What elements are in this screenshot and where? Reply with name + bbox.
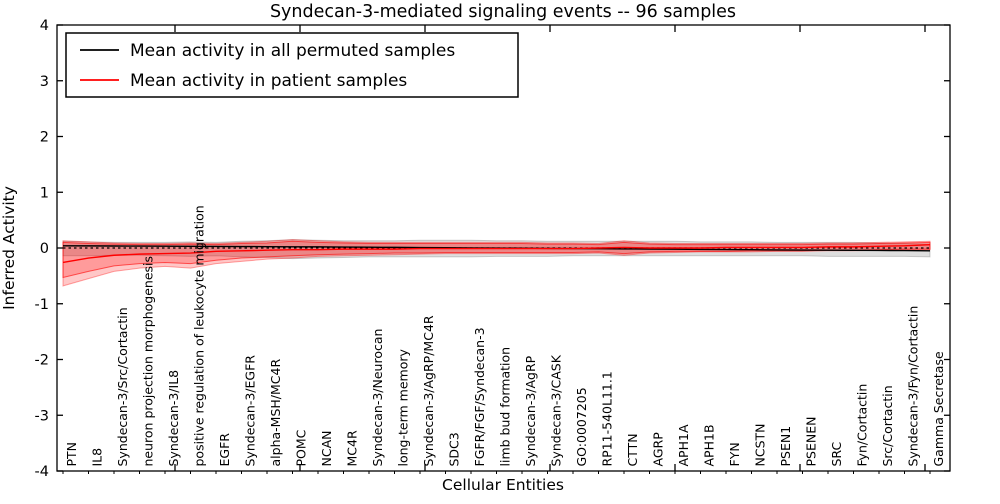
x-category-label: APH1A [676, 424, 691, 466]
tick-marks [57, 24, 950, 474]
x-category-label: FYN [727, 442, 742, 466]
x-category-label: EGFR [217, 433, 232, 467]
x-category-label: Syndecan-3/AgRP/MC4R [421, 315, 436, 466]
patient-mean-line [62, 243, 931, 264]
legend: Mean activity in all permuted samples Me… [65, 32, 519, 98]
x-category-label: GO:0007205 [574, 387, 589, 466]
y-tick-label: 4 [40, 18, 49, 34]
x-category-label: alpha-MSH/MC4R [268, 359, 283, 467]
x-category-label: IL8 [90, 448, 105, 467]
x-category-label: POMC [294, 429, 309, 466]
x-category-label: APH1B [702, 424, 717, 466]
x-category-label: SRC [829, 442, 844, 467]
x-category-label: RP11-540L11.1 [600, 371, 615, 466]
x-category-label: FGFR/FGF/Syndecan-3 [472, 327, 487, 466]
x-category-label: limb bud formation [498, 347, 513, 467]
x-category-label: Syndecan-3/CASK [549, 354, 564, 466]
x-category-label: PSEN1 [778, 426, 793, 467]
x-category-label: Gamma Secretase [931, 351, 946, 466]
x-category-label: Syndecan-3/Src/Cortactin [115, 307, 130, 466]
x-category-label: long-term memory [396, 349, 411, 467]
x-category-label: SDC3 [447, 432, 462, 466]
y-axis-label: Inferred Activity [0, 186, 18, 310]
y-tick-label: -1 [35, 297, 49, 313]
x-category-label: NCSTN [753, 424, 768, 467]
y-tick-label: 0 [40, 241, 49, 257]
x-category-label: PTN [64, 442, 79, 467]
y-tick-label: -4 [35, 464, 49, 480]
chart-title: Syndecan-3-mediated signaling events -- … [270, 2, 736, 22]
x-axis-label: Cellular Entities [442, 476, 564, 494]
x-category-label: MC4R [345, 430, 360, 466]
x-category-label: PSENEN [804, 417, 819, 467]
x-category-label: Syndecan-3/AgRP [523, 355, 538, 466]
tick-labels: 4 3 2 1 0 -1 -2 -3 -4 PTN IL8 Syndecan-3/Src/Cortac… [35, 18, 946, 480]
legend-box [65, 32, 519, 98]
y-tick-label: -3 [35, 408, 49, 424]
x-category-label: CTTN [625, 433, 640, 466]
series-lines [62, 243, 931, 264]
y-tick-label: 2 [40, 130, 49, 146]
x-category-label: Syndecan-3/EGFR [243, 355, 258, 467]
x-category-label: Syndecan-3/Fyn/Cortactin [906, 306, 921, 467]
x-category-label: AGRP [651, 432, 666, 467]
x-category-label: Syndecan-3/Neurocan [370, 329, 385, 467]
x-category-label: Syndecan-3/IL8 [166, 370, 181, 467]
x-category-label: positive regulation of leukocyte migrati… [192, 205, 207, 466]
y-tick-label: 1 [40, 185, 49, 201]
x-category-label: Fyn/Cortactin [855, 384, 870, 467]
legend-label-permuted: Mean activity in all permuted samples [130, 41, 455, 61]
legend-label-patient: Mean activity in patient samples [130, 71, 407, 91]
x-category-label: neuron projection morphogenesis [141, 256, 156, 467]
x-category-label: NCAN [319, 431, 334, 467]
x-category-label: Src/Cortactin [880, 385, 895, 466]
y-tick-label: -2 [35, 353, 49, 369]
y-tick-label: 3 [40, 74, 49, 90]
